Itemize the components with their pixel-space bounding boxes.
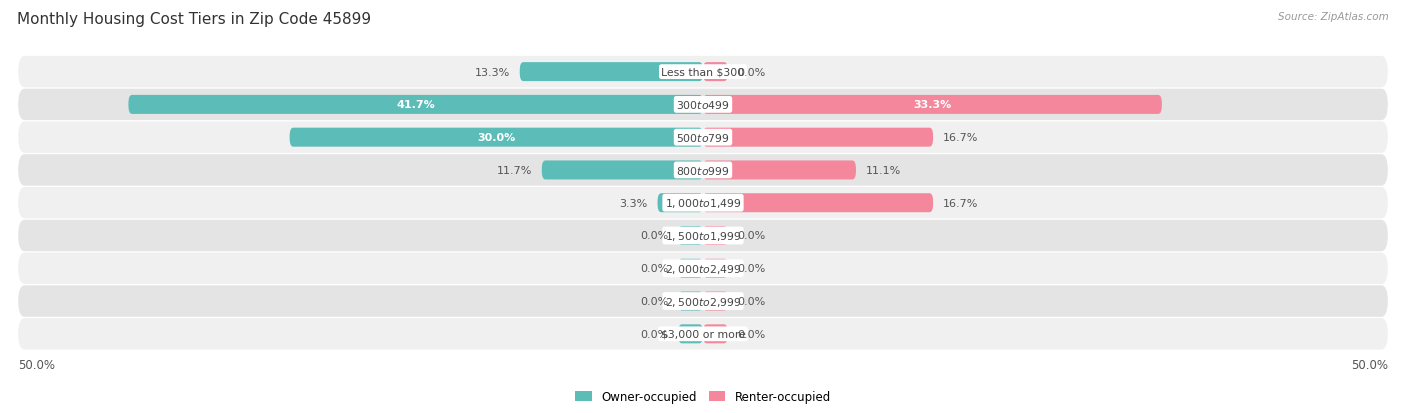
Text: $1,500 to $1,999: $1,500 to $1,999	[665, 230, 741, 242]
FancyBboxPatch shape	[18, 318, 1388, 350]
FancyBboxPatch shape	[703, 325, 728, 344]
Text: 41.7%: 41.7%	[396, 100, 434, 110]
Text: $2,500 to $2,999: $2,500 to $2,999	[665, 295, 741, 308]
Text: 3.3%: 3.3%	[620, 198, 648, 208]
Text: 0.0%: 0.0%	[640, 263, 669, 273]
Text: 50.0%: 50.0%	[1351, 358, 1388, 372]
FancyBboxPatch shape	[703, 194, 934, 213]
Text: 30.0%: 30.0%	[477, 133, 516, 143]
FancyBboxPatch shape	[703, 259, 728, 278]
Text: 50.0%: 50.0%	[18, 358, 55, 372]
FancyBboxPatch shape	[128, 96, 703, 115]
FancyBboxPatch shape	[703, 292, 728, 311]
Text: $2,000 to $2,499: $2,000 to $2,499	[665, 262, 741, 275]
FancyBboxPatch shape	[678, 325, 703, 344]
Text: 0.0%: 0.0%	[640, 297, 669, 306]
FancyBboxPatch shape	[678, 292, 703, 311]
FancyBboxPatch shape	[18, 220, 1388, 252]
Text: 13.3%: 13.3%	[475, 67, 510, 77]
FancyBboxPatch shape	[703, 96, 1161, 115]
Text: $3,000 or more: $3,000 or more	[661, 329, 745, 339]
FancyBboxPatch shape	[703, 128, 934, 147]
Text: 11.1%: 11.1%	[866, 166, 901, 176]
Text: 0.0%: 0.0%	[640, 231, 669, 241]
FancyBboxPatch shape	[678, 226, 703, 245]
Text: Source: ZipAtlas.com: Source: ZipAtlas.com	[1278, 12, 1389, 22]
FancyBboxPatch shape	[18, 57, 1388, 88]
Text: 16.7%: 16.7%	[943, 198, 979, 208]
FancyBboxPatch shape	[18, 122, 1388, 154]
Text: 0.0%: 0.0%	[640, 329, 669, 339]
FancyBboxPatch shape	[18, 253, 1388, 284]
Text: 0.0%: 0.0%	[738, 67, 766, 77]
FancyBboxPatch shape	[703, 161, 856, 180]
Text: $500 to $799: $500 to $799	[676, 132, 730, 144]
FancyBboxPatch shape	[18, 155, 1388, 186]
Text: 0.0%: 0.0%	[738, 329, 766, 339]
FancyBboxPatch shape	[18, 90, 1388, 121]
Text: 0.0%: 0.0%	[738, 231, 766, 241]
Text: 33.3%: 33.3%	[914, 100, 952, 110]
FancyBboxPatch shape	[703, 63, 728, 82]
Text: Less than $300: Less than $300	[661, 67, 745, 77]
Legend: Owner-occupied, Renter-occupied: Owner-occupied, Renter-occupied	[571, 385, 835, 408]
Text: $1,000 to $1,499: $1,000 to $1,499	[665, 197, 741, 210]
FancyBboxPatch shape	[658, 194, 703, 213]
Text: 16.7%: 16.7%	[943, 133, 979, 143]
FancyBboxPatch shape	[520, 63, 703, 82]
FancyBboxPatch shape	[678, 259, 703, 278]
Text: $300 to $499: $300 to $499	[676, 99, 730, 111]
Text: 0.0%: 0.0%	[738, 297, 766, 306]
Text: 0.0%: 0.0%	[738, 263, 766, 273]
Text: $800 to $999: $800 to $999	[676, 164, 730, 176]
Text: Monthly Housing Cost Tiers in Zip Code 45899: Monthly Housing Cost Tiers in Zip Code 4…	[17, 12, 371, 27]
FancyBboxPatch shape	[703, 226, 728, 245]
FancyBboxPatch shape	[18, 188, 1388, 219]
FancyBboxPatch shape	[541, 161, 703, 180]
FancyBboxPatch shape	[18, 286, 1388, 317]
FancyBboxPatch shape	[290, 128, 703, 147]
Text: 11.7%: 11.7%	[496, 166, 531, 176]
